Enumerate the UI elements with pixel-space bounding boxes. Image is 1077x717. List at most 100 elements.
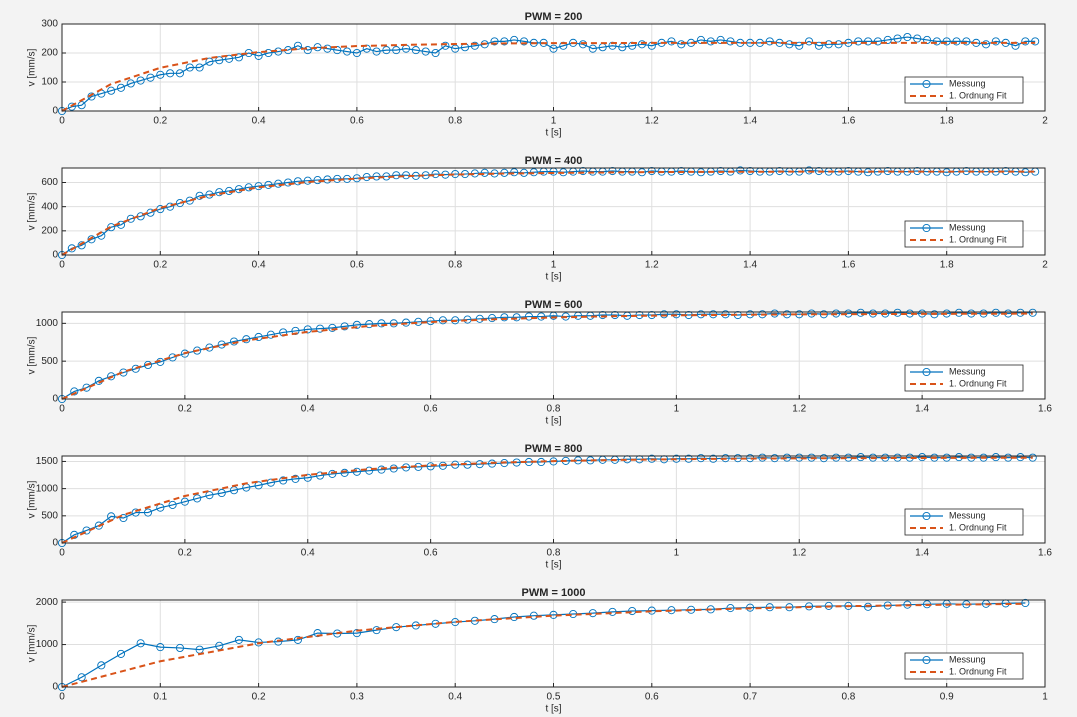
x-tick-label: 0.2 [178,404,192,415]
data-point [490,37,499,46]
data-point [107,86,116,95]
data-point [116,649,126,658]
data-point [279,476,288,485]
x-tick-label: 0.8 [547,404,561,415]
data-point [421,47,430,56]
data-point [488,314,497,323]
data-point [549,457,558,466]
data-point [372,47,381,56]
legend-box [904,652,1024,680]
data-point [175,69,185,78]
data-point [578,166,588,176]
data-point [819,310,828,319]
data-point [549,44,558,53]
data-point [893,308,902,317]
legend-box [904,220,1024,248]
data-point [389,319,398,328]
x-tick-label: 0.6 [424,548,438,559]
legend-label: Messung [949,222,986,232]
data-point [864,37,873,46]
data-point [107,372,116,381]
data-point [291,474,300,483]
data-point [979,453,988,462]
y-axis-label: v [mm/s] [27,624,38,662]
data-point [667,37,676,46]
data-point [932,37,941,46]
data-point [136,76,145,85]
x-tick-label: 0.2 [153,116,167,127]
x-tick-label: 0.2 [178,548,192,559]
data-point [217,488,226,498]
data-point [913,34,922,43]
x-tick-label: 1.2 [792,548,806,559]
data-point [805,37,814,46]
data-point [500,313,509,322]
data-point [441,41,450,50]
data-point [193,494,202,503]
data-point [598,310,607,320]
chart-title: PWM = 1000 [522,587,586,599]
x-tick-label: 0 [59,548,65,559]
data-point [824,601,833,610]
data-point [716,35,725,45]
data-point [205,491,214,500]
series-line [61,602,1026,688]
series-line [61,456,1033,544]
data-point [382,46,391,55]
series-line [61,312,1033,400]
data-point [328,469,337,478]
data-point [765,37,774,46]
data-point [303,325,312,334]
legend: Messung 1. Ordnung Fit [904,76,1024,104]
data-point [770,309,779,318]
data-point [352,48,361,58]
data-point [77,241,86,250]
data-point [343,47,352,56]
x-tick-label: 0.4 [301,404,315,415]
x-tick-label: 0.3 [350,692,364,703]
x-axis-label: t [s] [545,704,561,715]
data-point [856,308,865,317]
data-point [284,178,293,187]
data-point [1031,37,1040,46]
y-tick-label: 1000 [36,318,59,329]
data-point [529,38,538,47]
data-point [254,51,263,60]
x-tick-label: 1 [674,404,680,415]
data-point [242,335,251,344]
data-point [834,40,843,49]
chart-title: PWM = 400 [525,155,583,167]
data-point [805,166,814,175]
data-point [954,308,964,317]
data-point [131,364,140,373]
legend: Messung 1. Ordnung Fit [904,508,1024,536]
x-tick-label: 1.6 [1038,548,1052,559]
y-tick-label: 600 [41,177,58,188]
data-point [981,40,991,49]
x-axis-label: t [s] [545,272,561,283]
y-axis-label: v [mm/s] [27,192,38,230]
x-tick-label: 1.4 [915,404,929,415]
data-point [610,310,619,320]
data-point [480,168,489,177]
x-tick-label: 0.1 [153,692,167,703]
y-tick-label: 0 [52,106,58,117]
legend-marker [922,511,931,521]
x-tick-label: 1 [674,548,680,559]
data-point [660,310,669,319]
x-tick-label: 1.4 [743,260,757,271]
series-line [61,41,1036,112]
data-point [470,41,479,50]
data-point [893,34,902,43]
legend-label: 1. Ordnung Fit [949,522,1007,532]
data-point [323,44,332,53]
x-axis-label: t [s] [545,416,561,427]
y-tick-label: 0 [52,394,58,405]
data-point [185,196,194,205]
data-point [205,57,214,66]
data-point [805,602,814,611]
y-tick-label: 0 [52,538,58,549]
data-point [303,473,312,482]
x-tick-label: 0 [59,116,65,127]
legend: Messung 1. Ordnung Fit [904,364,1024,392]
